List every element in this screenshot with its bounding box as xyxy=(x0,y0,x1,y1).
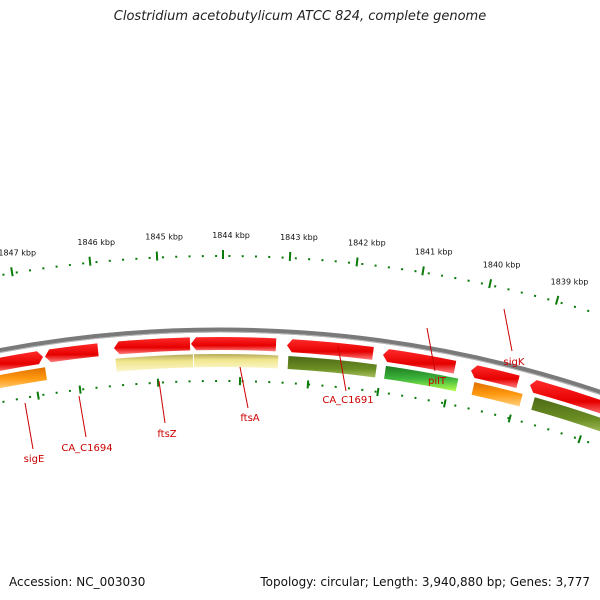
gene-red xyxy=(191,337,277,352)
major-tick xyxy=(488,279,493,289)
scale-ticks-layer: 1847 kbp 1846 kbp 1845 kbp 1844 kbp 1843 kbp… xyxy=(0,231,590,444)
gene-leader-line xyxy=(78,395,87,438)
gene-red xyxy=(287,339,374,360)
inner-major-tick xyxy=(577,435,582,444)
gene-red xyxy=(383,349,457,374)
genome-backbone xyxy=(0,327,600,396)
scale-tick-label: 1840 kbp xyxy=(483,261,521,270)
genome-title: Clostridium acetobutylicum ATCC 824, com… xyxy=(113,9,487,24)
gene-olive xyxy=(531,397,600,432)
gene-orange xyxy=(471,382,523,407)
inner-major-tick xyxy=(443,399,447,408)
scale-tick-label: 1839 kbp xyxy=(551,277,589,286)
outer-dot-tick xyxy=(547,298,550,301)
gene-label: CA_C1691 xyxy=(322,395,373,406)
inner-dot-tick xyxy=(573,436,577,439)
gene-leader-line xyxy=(239,366,249,409)
inner-dot-tick xyxy=(533,424,537,427)
scale-tick-label: 1842 kbp xyxy=(348,239,386,248)
inner-major-tick xyxy=(36,391,40,400)
outer-dot-tick xyxy=(560,301,563,305)
scale-tick-label: 1845 kbp xyxy=(145,233,183,242)
gene-red xyxy=(530,380,600,414)
inner-major-tick xyxy=(78,385,82,394)
gene-olive xyxy=(287,356,377,378)
gene-green xyxy=(384,365,459,392)
gene-red xyxy=(45,343,99,363)
gene-red xyxy=(471,365,520,389)
scale-tick-label: 1841 kbp xyxy=(415,248,453,257)
inner-major-tick xyxy=(376,387,380,397)
gene-label: sigK xyxy=(504,357,525,368)
scale-tick-label: 1847 kbp xyxy=(0,248,36,257)
inner-dot-tick xyxy=(520,420,523,423)
gene-red xyxy=(0,351,43,371)
genes-layer xyxy=(0,337,600,432)
gene-labels-layer: sigE CA_C1694 ftsZ ftsA CA_C1691 pilT sigK xyxy=(24,308,525,465)
major-tick xyxy=(355,257,359,267)
gene-leader-line xyxy=(337,345,347,392)
scale-tick-label: 1846 kbp xyxy=(77,238,115,247)
gene-red xyxy=(114,337,191,355)
outer-dot-tick xyxy=(586,309,590,313)
major-tick xyxy=(10,267,14,277)
gene-pale xyxy=(193,353,279,369)
gene-label: sigE xyxy=(24,454,45,465)
scale-tick-label: 1844 kbp xyxy=(212,231,250,240)
gene-label: pilT xyxy=(428,376,447,387)
gene-orange xyxy=(0,367,47,389)
major-tick xyxy=(554,295,560,305)
backbone-arc xyxy=(0,327,600,396)
inner-dot-tick xyxy=(547,428,550,431)
major-tick xyxy=(421,266,425,276)
gene-leader-line xyxy=(426,327,436,372)
scale-tick-label: 1843 kbp xyxy=(280,233,318,242)
gene-leader-line xyxy=(158,380,166,424)
genome-summary-text: Topology: circular; Length: 3,940,880 bp… xyxy=(260,575,590,589)
inner-major-tick xyxy=(306,380,310,389)
inner-major-tick xyxy=(507,414,512,423)
accession-text: Accession: NC_003030 xyxy=(9,575,146,589)
gene-label: ftsZ xyxy=(157,429,176,440)
inner-dot-tick xyxy=(586,440,590,444)
inner-dot-tick xyxy=(507,416,510,420)
gene-pale xyxy=(115,354,194,372)
gene-label: ftsA xyxy=(240,413,259,424)
major-tick xyxy=(88,256,92,266)
backbone-shadow xyxy=(0,331,600,395)
outer-dot-tick xyxy=(573,305,577,309)
gene-label: CA_C1694 xyxy=(61,443,112,454)
gene-leader-line xyxy=(24,402,34,450)
inner-dot-tick xyxy=(560,432,563,435)
gene-leader-line xyxy=(503,308,513,352)
